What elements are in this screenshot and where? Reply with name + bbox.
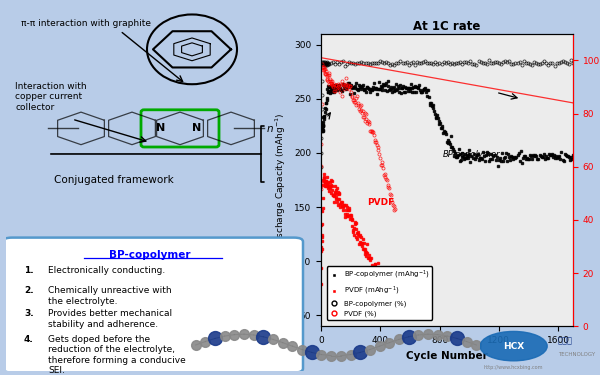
- Text: Chemically unreactive with
the electrolyte.: Chemically unreactive with the electroly…: [48, 286, 172, 306]
- Text: N: N: [156, 123, 165, 134]
- Title: At 1C rate: At 1C rate: [413, 20, 481, 33]
- Text: 1.: 1.: [24, 266, 34, 275]
- Text: HCX: HCX: [503, 342, 524, 351]
- X-axis label: Cycle Number: Cycle Number: [406, 351, 488, 360]
- Text: N: N: [192, 123, 201, 134]
- Text: Gets doped before the
reduction of the electrolyte,
therefore forming a conduciv: Gets doped before the reduction of the e…: [48, 335, 186, 375]
- Text: Provides better mechanical
stability and adherence.: Provides better mechanical stability and…: [48, 309, 172, 328]
- Text: Electronically conducting.: Electronically conducting.: [48, 266, 165, 275]
- Text: 3.: 3.: [24, 309, 34, 318]
- Text: http://www.hcxbing.com: http://www.hcxbing.com: [484, 365, 544, 370]
- Text: BP-copolymer: BP-copolymer: [109, 250, 191, 260]
- Text: 恒创兴: 恒创兴: [558, 336, 573, 345]
- Text: π-π interaction with graphite: π-π interaction with graphite: [21, 19, 151, 28]
- Text: PVDF: PVDF: [367, 198, 394, 207]
- Y-axis label: Discharge Capacity (mAhg$^{-1}$): Discharge Capacity (mAhg$^{-1}$): [274, 113, 289, 247]
- Text: 2.: 2.: [24, 286, 34, 295]
- Text: n: n: [267, 124, 274, 134]
- Legend: BP-copolymer (mAhg$^{-1}$), PVDF (mAhg$^{-1}$), BP-copolymer (%), PVDF (%): BP-copolymer (mAhg$^{-1}$), PVDF (mAhg$^…: [327, 266, 432, 320]
- Text: Conjugated framework: Conjugated framework: [54, 175, 174, 185]
- Text: 4.: 4.: [24, 335, 34, 344]
- Text: Interaction with
copper current
collector: Interaction with copper current collecto…: [15, 82, 86, 112]
- Text: TECHNOLOGY: TECHNOLOGY: [558, 351, 595, 357]
- Circle shape: [480, 332, 547, 361]
- FancyBboxPatch shape: [3, 238, 303, 373]
- Text: BP-copolymer: BP-copolymer: [443, 150, 500, 159]
